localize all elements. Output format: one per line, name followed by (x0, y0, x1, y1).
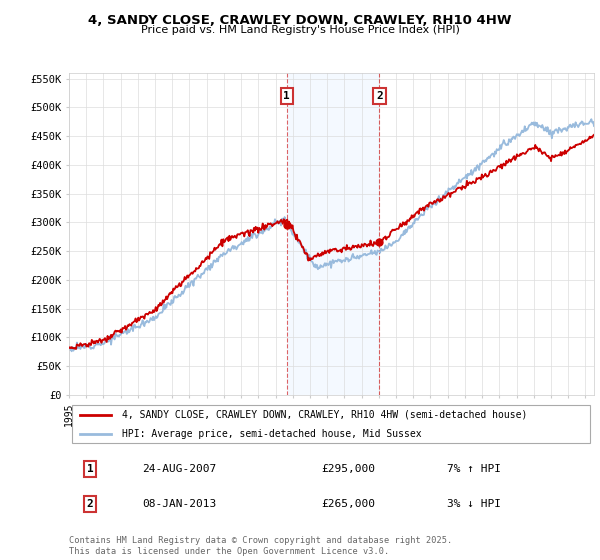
Text: 4, SANDY CLOSE, CRAWLEY DOWN, CRAWLEY, RH10 4HW (semi-detached house): 4, SANDY CLOSE, CRAWLEY DOWN, CRAWLEY, R… (121, 409, 527, 419)
Bar (287, 73, 379, 395)
Text: 1: 1 (86, 464, 94, 474)
Text: 3% ↓ HPI: 3% ↓ HPI (447, 499, 501, 509)
Text: 2: 2 (86, 499, 94, 509)
Text: 7% ↑ HPI: 7% ↑ HPI (447, 464, 501, 474)
Text: £295,000: £295,000 (321, 464, 375, 474)
Text: 1: 1 (283, 91, 290, 101)
Text: 4, SANDY CLOSE, CRAWLEY DOWN, CRAWLEY, RH10 4HW: 4, SANDY CLOSE, CRAWLEY DOWN, CRAWLEY, R… (88, 14, 512, 27)
Text: Contains HM Land Registry data © Crown copyright and database right 2025.
This d: Contains HM Land Registry data © Crown c… (69, 536, 452, 556)
Text: 24-AUG-2007: 24-AUG-2007 (143, 464, 217, 474)
Text: HPI: Average price, semi-detached house, Mid Sussex: HPI: Average price, semi-detached house,… (121, 429, 421, 439)
Text: 08-JAN-2013: 08-JAN-2013 (143, 499, 217, 509)
Text: Price paid vs. HM Land Registry's House Price Index (HPI): Price paid vs. HM Land Registry's House … (140, 25, 460, 35)
Text: 2: 2 (376, 91, 383, 101)
Text: £265,000: £265,000 (321, 499, 375, 509)
FancyBboxPatch shape (71, 405, 590, 443)
